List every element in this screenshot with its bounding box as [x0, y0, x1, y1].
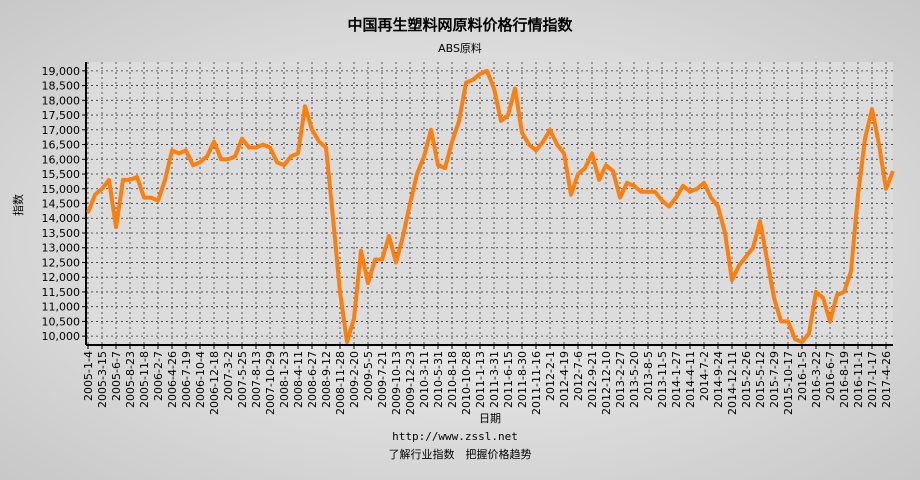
x-tick-label: 2010-3-11 [418, 351, 431, 408]
x-tick-label: 2017-1-17 [866, 351, 879, 408]
x-tick-label: 2015-5-12 [754, 351, 767, 408]
x-tick-label: 2008-11-28 [334, 351, 347, 415]
x-tick-label: 2009-10-13 [390, 351, 403, 415]
x-tick-label: 2013-8-5 [642, 351, 655, 401]
x-tick-label: 2006-7-19 [180, 351, 193, 408]
y-tick-label: 13,000 [42, 242, 81, 255]
x-tick-label: 2007-5-25 [236, 351, 249, 408]
y-tick-label: 14,500 [42, 198, 81, 211]
x-tick-label: 2013-11-5 [656, 351, 669, 408]
x-tick-label: 2010-8-18 [446, 351, 459, 408]
x-tick-label: 2014-1-27 [670, 351, 683, 408]
x-tick-label: 2013-5-20 [628, 351, 641, 408]
x-tick-label: 2010-5-31 [432, 351, 445, 408]
x-tick-label: 2015-2-26 [740, 351, 753, 408]
x-tick-label: 2005-1-4 [82, 351, 95, 401]
x-tick-label: 2014-9-24 [712, 351, 725, 408]
y-tick-label: 14,000 [42, 212, 81, 225]
x-tick-label: 2012-7-6 [572, 351, 585, 401]
x-tick-label: 2006-12-18 [208, 351, 221, 415]
y-tick-label: 16,000 [42, 153, 81, 166]
x-tick-label: 2015-10-17 [782, 351, 795, 415]
x-tick-label: 2013-2-27 [614, 351, 627, 408]
footer-url: http://www.zssl.net [392, 430, 518, 443]
x-tick-label: 2016-8-19 [838, 351, 851, 408]
x-tick-label: 2012-4-19 [558, 351, 571, 408]
x-tick-label: 2014-4-11 [684, 351, 697, 408]
x-tick-label: 2011-3-31 [488, 351, 501, 408]
x-tick-label: 2012-12-10 [600, 351, 613, 415]
x-tick-label: 2006-2-7 [152, 351, 165, 401]
y-tick-label: 10,000 [42, 330, 81, 343]
x-tick-label: 2014-7-2 [698, 351, 711, 401]
y-tick-label: 16,500 [42, 139, 81, 152]
x-tick-label: 2009-12-23 [404, 351, 417, 415]
x-tick-label: 2014-12-11 [726, 351, 739, 415]
x-tick-label: 2007-3-2 [222, 351, 235, 401]
x-tick-label: 2008-4-11 [292, 351, 305, 408]
x-tick-label: 2009-7-21 [376, 351, 389, 408]
y-tick-label: 15,000 [42, 183, 81, 196]
chart-title: 中国再生塑料网原料价格行情指数 [347, 16, 573, 34]
y-tick-label: 19,000 [42, 65, 81, 78]
x-tick-label: 2011-11-16 [530, 351, 543, 415]
x-tick-label: 2015-7-29 [768, 351, 781, 408]
plot-area [86, 62, 893, 345]
x-tick-label: 2008-6-27 [306, 351, 319, 408]
x-tick-label: 2009-2-20 [348, 351, 361, 408]
y-axis-label: 指数 [11, 194, 25, 216]
x-tick-label: 2005-11-8 [138, 351, 151, 408]
x-tick-label: 2005-6-7 [110, 351, 123, 401]
x-tick-label: 2005-3-15 [96, 351, 109, 408]
y-tick-label: 17,500 [42, 109, 81, 122]
x-tick-label: 2006-10-4 [194, 351, 207, 408]
x-tick-label: 2005-8-23 [124, 351, 137, 408]
chart-subtitle: ABS原料 [438, 41, 482, 55]
y-tick-label: 12,000 [42, 271, 81, 284]
x-tick-label: 2016-3-22 [810, 351, 823, 408]
y-tick-label: 13,500 [42, 227, 81, 240]
y-tick-label: 12,500 [42, 256, 81, 269]
x-tick-label: 2016-11-1 [852, 351, 865, 408]
y-tick-label: 17,000 [42, 124, 81, 137]
y-tick-label: 11,000 [42, 301, 81, 314]
data-line [86, 68, 895, 345]
x-tick-label: 2016-6-7 [824, 351, 837, 401]
x-tick-label: 2007-8-13 [250, 351, 263, 408]
y-tick-label: 18,500 [42, 80, 81, 93]
x-tick-label: 2011-8-30 [516, 351, 529, 408]
footer-slogan: 了解行业指数 把握价格趋势 [389, 447, 532, 461]
x-tick-label: 2017-4-26 [880, 351, 893, 408]
x-tick-label: 2012-2-1 [544, 351, 557, 401]
y-tick-label: 15,500 [42, 168, 81, 181]
y-tick-label: 11,500 [42, 286, 81, 299]
x-axis-label: 日期 [479, 412, 501, 425]
y-tick-label: 10,500 [42, 315, 81, 328]
x-tick-label: 2007-10-29 [264, 351, 277, 415]
x-tick-label: 2008-9-12 [320, 351, 333, 408]
x-tick-label: 2011-1-13 [474, 351, 487, 408]
x-tick-label: 2009-5-5 [362, 351, 375, 401]
x-tick-label: 2011-6-15 [502, 351, 515, 408]
x-tick-label: 2010-10-28 [460, 351, 473, 415]
x-tick-label: 2006-4-26 [166, 351, 179, 408]
x-tick-label: 2016-1-5 [796, 351, 809, 401]
x-tick-label: 2012-9-21 [586, 351, 599, 408]
y-tick-label: 18,000 [42, 94, 81, 107]
x-tick-label: 2008-1-23 [278, 351, 291, 408]
